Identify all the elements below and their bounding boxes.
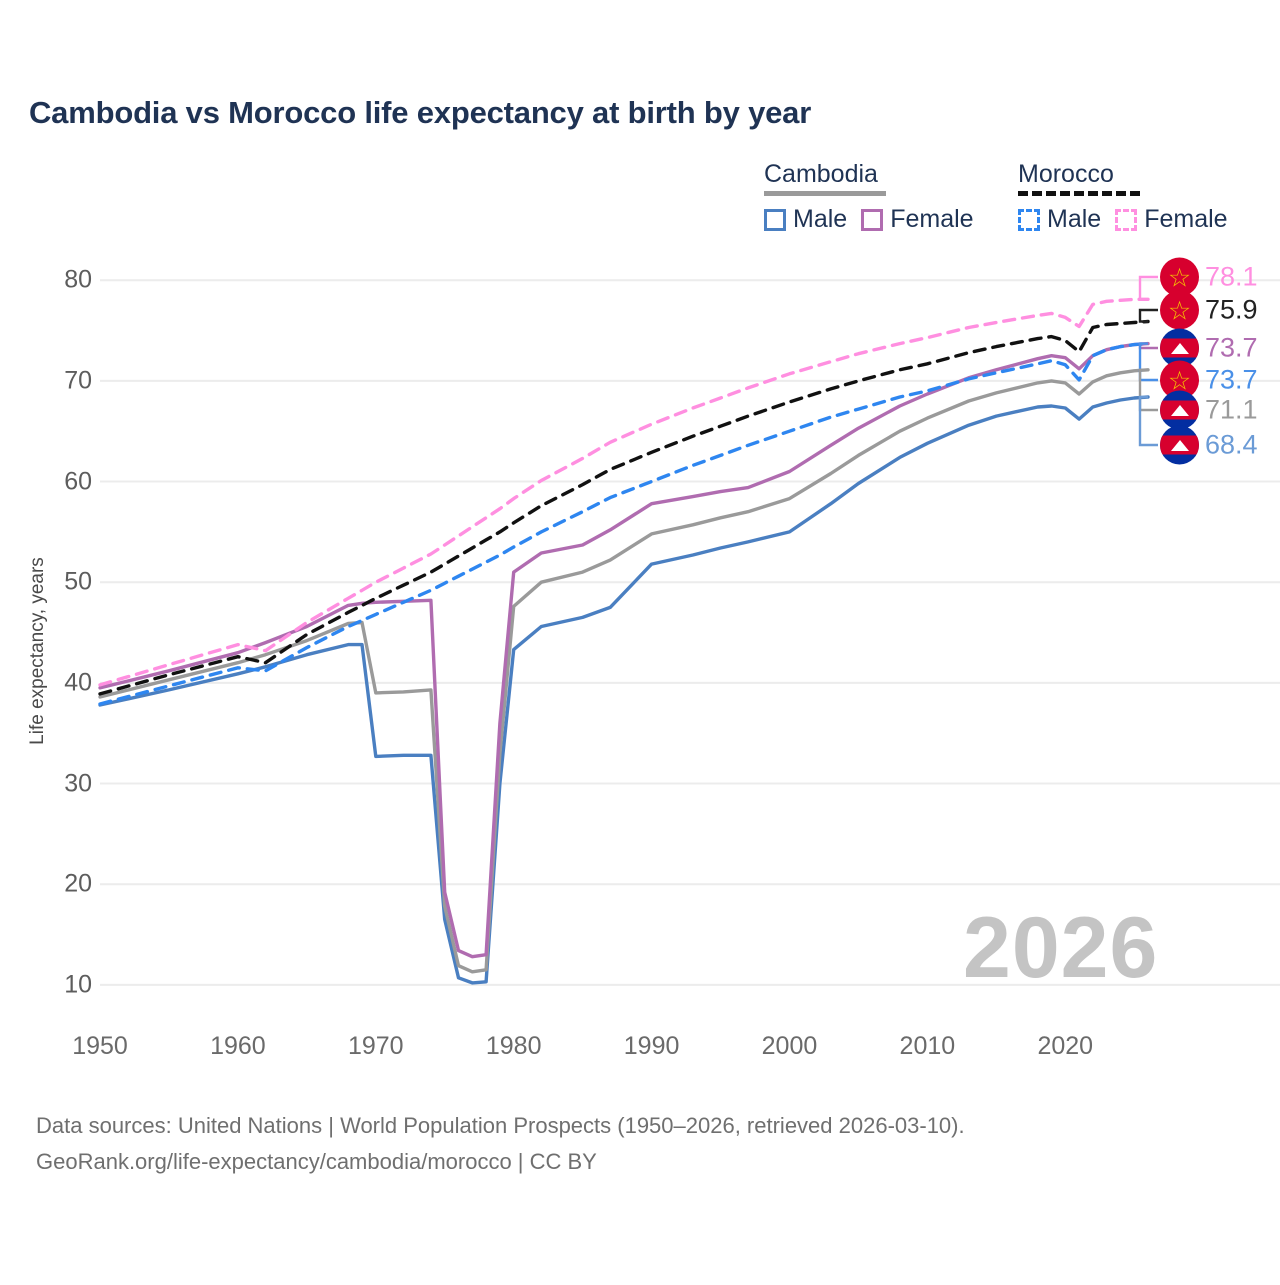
temple-icon <box>1170 343 1189 355</box>
year-watermark: 2026 <box>963 900 1159 996</box>
temple-icon <box>1170 440 1189 452</box>
star-icon: ☆ <box>1167 295 1192 325</box>
flag-cambodia-icon <box>1160 390 1199 430</box>
series-line-morocco-male <box>98 341 1150 706</box>
y-axis-tick-label: 60 <box>64 467 92 496</box>
legend-label-morocco-male: Male <box>1047 205 1102 233</box>
leader-line-morocco-total <box>1138 308 1158 323</box>
series-line-cambodia-male <box>98 395 1150 985</box>
series-line-cambodia-total <box>98 368 1150 974</box>
chart-legend: Cambodia Male Female Morocco Male <box>756 160 1256 240</box>
series-line-morocco-total <box>98 319 1150 696</box>
end-label-value: 75.9 <box>1205 294 1258 325</box>
swatch-cambodia-female-icon <box>861 208 884 231</box>
legend-rule-cambodia <box>764 191 886 196</box>
legend-item-cambodia-female[interactable]: Female <box>861 205 974 234</box>
y-axis-tick-label: 50 <box>64 567 92 596</box>
swatch-cambodia-male-icon <box>764 208 786 231</box>
flag-morocco-icon: ☆ <box>1160 360 1199 400</box>
x-axis-tick-label: 1980 <box>485 1032 542 1060</box>
y-axis-label: Life expectancy, years <box>27 557 48 745</box>
x-axis-tick-label: 1950 <box>72 1032 128 1060</box>
end-label-morocco-male[interactable]: ☆ 73.7 <box>1160 360 1258 400</box>
legend-country-morocco: Morocco <box>1018 160 1114 188</box>
x-axis-tick-label: 2000 <box>761 1032 818 1060</box>
y-axis-tick-label: 20 <box>64 869 92 898</box>
series-end-labels: ☆ 78.1 ☆ 75.9 73.7 ☆ 73.7 71.1 68.4 <box>1160 0 1280 1280</box>
flag-cambodia-icon <box>1160 425 1199 465</box>
temple-icon <box>1170 405 1189 417</box>
legend-item-morocco-male[interactable]: Male <box>1018 205 1101 234</box>
swatch-morocco-female-icon <box>1115 208 1138 231</box>
footer-line-1: Data sources: United Nations | World Pop… <box>36 1113 965 1138</box>
y-axis-tick-label: 80 <box>64 265 92 294</box>
legend-group-morocco: Morocco Male Female <box>1018 160 1228 234</box>
leader-line-cambodia-male <box>1138 395 1158 447</box>
leader-line-cambodia-total <box>1138 368 1158 412</box>
x-axis-tick-label: 1990 <box>623 1032 680 1060</box>
star-icon: ☆ <box>1167 262 1192 292</box>
legend-label-morocco-female: Female <box>1144 205 1228 233</box>
legend-label-cambodia-male: Male <box>793 205 848 233</box>
leader-line-morocco-female <box>1138 275 1158 301</box>
series-line-morocco-female <box>98 297 1150 687</box>
y-axis-tick-label: 40 <box>64 668 92 697</box>
x-axis-tick-label: 1960 <box>210 1032 266 1060</box>
legend-rule-morocco <box>1018 191 1140 196</box>
x-axis-tick-label: 1970 <box>347 1032 404 1060</box>
page-title: Cambodia vs Morocco life expectancy at b… <box>29 95 812 130</box>
legend-country-cambodia: Cambodia <box>764 160 878 188</box>
end-label-value: 68.4 <box>1205 429 1258 460</box>
flag-morocco-icon: ☆ <box>1160 257 1199 297</box>
end-label-cambodia-female[interactable]: 73.7 <box>1160 328 1258 368</box>
legend-item-morocco-female[interactable]: Female <box>1115 205 1228 234</box>
end-label-value: 78.1 <box>1205 261 1258 292</box>
end-label-value: 73.7 <box>1205 332 1258 363</box>
end-label-cambodia-male[interactable]: 68.4 <box>1160 425 1258 465</box>
end-label-value: 73.7 <box>1205 364 1258 395</box>
end-label-morocco-total[interactable]: ☆ 75.9 <box>1160 290 1258 330</box>
x-axis-tick-label: 2010 <box>899 1032 956 1060</box>
footer-line-2: GeoRank.org/life-expectancy/cambodia/mor… <box>36 1149 597 1174</box>
y-axis-tick-label: 10 <box>64 970 92 999</box>
y-axis-tick-label: 70 <box>64 366 92 395</box>
legend-group-cambodia: Cambodia Male Female <box>764 160 974 234</box>
legend-label-cambodia-female: Female <box>890 205 974 233</box>
flag-morocco-icon: ☆ <box>1160 290 1199 330</box>
x-axis-tick-label: 2020 <box>1037 1032 1094 1060</box>
legend-item-cambodia-male[interactable]: Male <box>764 205 847 234</box>
y-axis-tick-label: 30 <box>64 769 92 798</box>
star-icon: ☆ <box>1167 365 1192 395</box>
leader-line-morocco-male <box>1138 342 1158 382</box>
swatch-morocco-male-icon <box>1018 208 1040 231</box>
end-label-cambodia-total[interactable]: 71.1 <box>1160 390 1258 430</box>
end-label-value: 71.1 <box>1205 394 1258 425</box>
footer-credits: Data sources: United Nations | World Pop… <box>36 1108 965 1180</box>
end-label-morocco-female[interactable]: ☆ 78.1 <box>1160 257 1258 297</box>
